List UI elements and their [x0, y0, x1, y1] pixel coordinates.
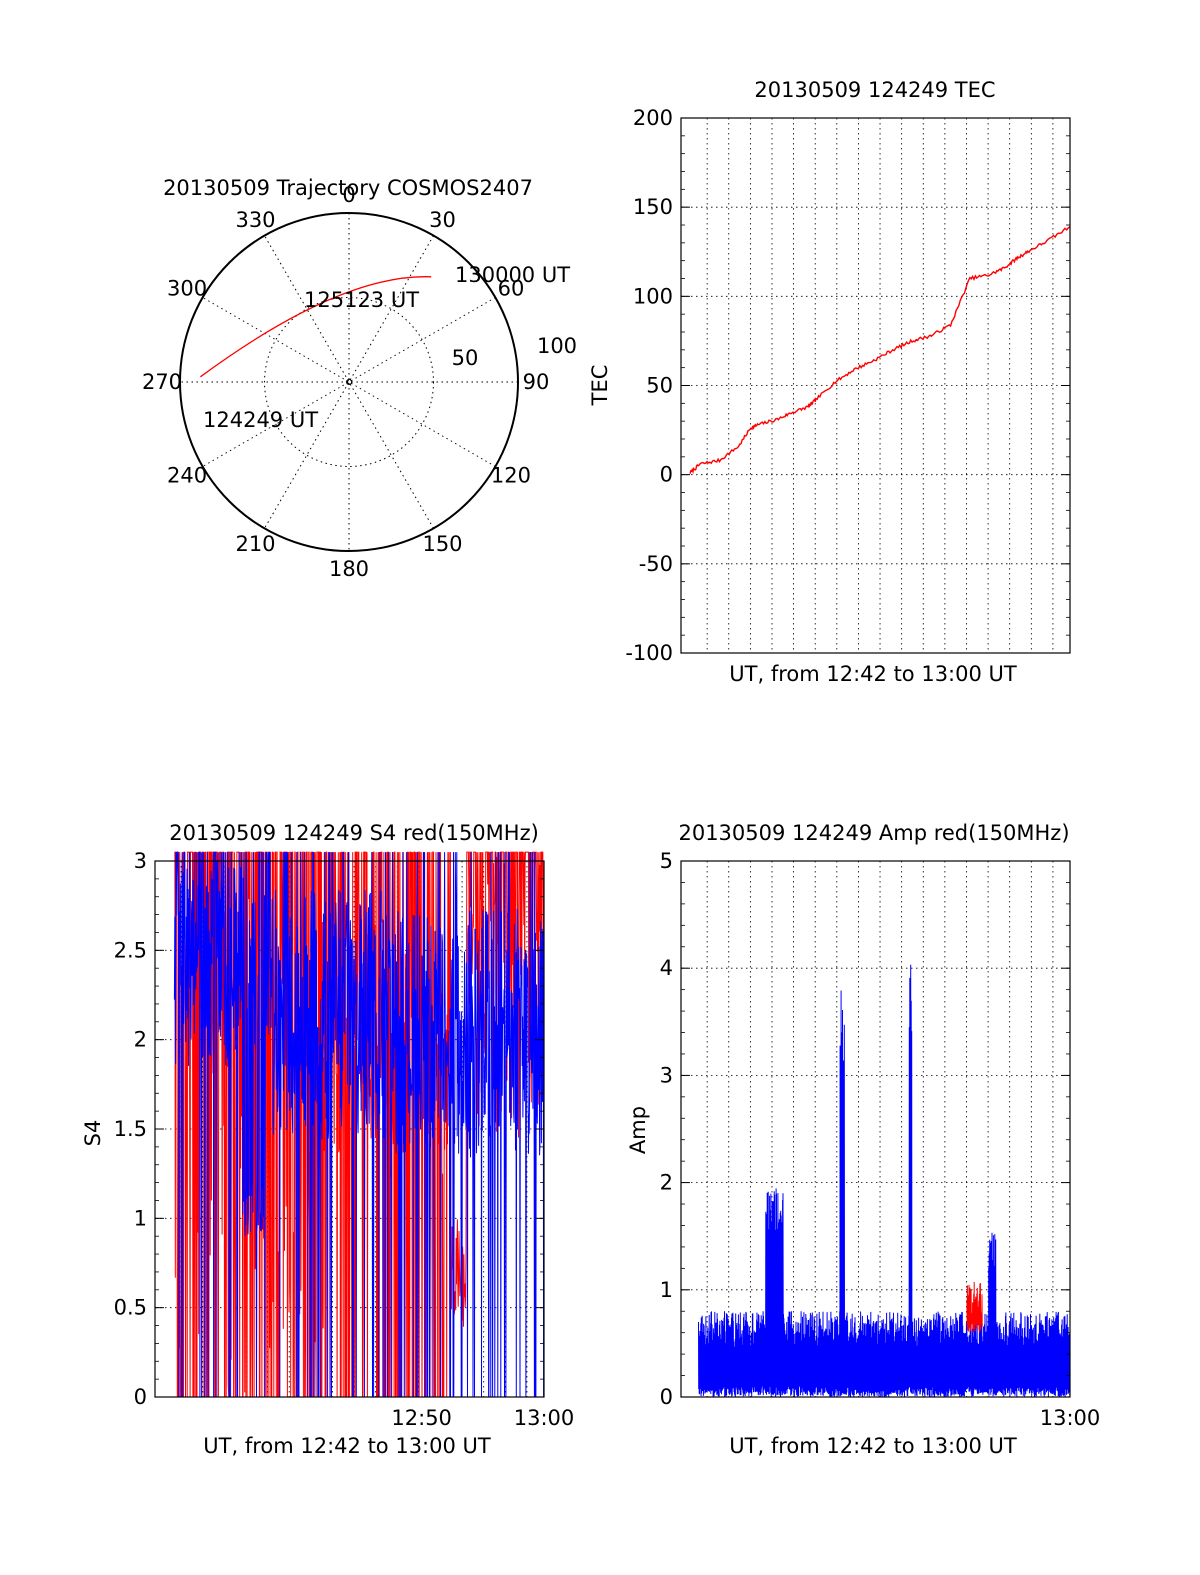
polar-spoke-150 [264, 235, 434, 529]
s4-ytick-label-4: 2 [134, 1028, 147, 1052]
polar-azimuth-label-330: 330 [235, 208, 275, 232]
polar-azimuth-label-300: 300 [167, 277, 207, 301]
polar-azimuth-label-90: 90 [523, 370, 550, 394]
s4-panel: 20130509 124249 S4 red(150MHz) 0 0.5 1 1.5 2… [81, 821, 575, 1458]
amp-plot-frame [680, 860, 1071, 1398]
polar-grid [180, 213, 518, 551]
s4-blue-line [173, 851, 545, 1398]
polar-center [346, 379, 352, 385]
tec-ytick-label-1: -50 [639, 552, 673, 576]
tec-ytick-label-6: 200 [633, 106, 673, 130]
tec-y-ticks: -100 -50 0 50 100 150 200 [625, 106, 1070, 665]
polar-azimuth-label-210: 210 [235, 532, 275, 556]
polar-azimuth-label-240: 240 [167, 464, 207, 488]
polar-spoke-30 [264, 235, 434, 529]
s4-ytick-label-5: 2.5 [114, 938, 147, 962]
polar-radial-label-50: 50 [452, 346, 479, 370]
amp-ytick-label-1: 1 [660, 1278, 673, 1302]
tec-panel: 20130509 124249 TEC -100-50050100150200 … [588, 78, 1071, 686]
amp-blue-line [698, 964, 1071, 1398]
polar-azimuth-label-60: 60 [498, 277, 525, 301]
amp-y-ticks: 0 1 2 3 4 5 [660, 849, 1070, 1409]
tec-series-line [689, 226, 1071, 475]
polar-label-mid: 125123 UT [304, 288, 419, 312]
s4-ytick-label-0: 0 [134, 1385, 147, 1409]
s4-ytick-label-3: 1.5 [114, 1117, 147, 1141]
s4-y-label: S4 [81, 1120, 105, 1147]
tec-ytick-label-3: 50 [646, 374, 673, 398]
amp-x-label: UT, from 12:42 to 13:00 UT [729, 1434, 1017, 1458]
tec-ytick-label-4: 100 [633, 284, 673, 308]
amp-ytick-label-5: 5 [660, 849, 673, 873]
polar-spoke-60 [202, 297, 496, 467]
polar-azimuth-label-120: 120 [491, 464, 531, 488]
amp-series [698, 964, 1071, 1398]
amp-ytick-label-0: 0 [660, 1385, 673, 1409]
tec-grid [681, 118, 1070, 653]
polar-ring-50 [264, 297, 434, 467]
polar-azimuth-label-0: 0 [342, 183, 355, 207]
tec-ytick-label-2: 0 [660, 463, 673, 487]
s4-y-ticks: 0 0.5 1 1.5 2 2.5 3 [114, 849, 544, 1409]
s4-series [173, 851, 545, 1398]
s4-x-label: UT, from 12:42 to 13:00 UT [203, 1434, 491, 1458]
polar-label-end: 130000 UT [455, 263, 570, 287]
tec-ytick-label-0: -100 [625, 641, 673, 665]
s4-xtick-label-1: 13:00 [514, 1406, 575, 1430]
polar-label-start: 124249 UT [203, 408, 318, 432]
amp-grid [681, 861, 1070, 1397]
polar-panel: 20130509 Trajectory COSMOS2407 0 30 60 90 12… [142, 176, 577, 581]
s4-ytick-label-2: 1 [134, 1206, 147, 1230]
tec-title: 20130509 124249 TEC [754, 78, 995, 102]
polar-outer-circle [179, 212, 519, 552]
polar-azimuth-label-150: 150 [422, 532, 462, 556]
amp-x-ticks: 12:50 13:00 [391, 1406, 1100, 1430]
polar-azimuth-labels: 0 30 60 90 120 150 180 210 240 270 300 330 [142, 183, 549, 581]
tec-ytick-label-5: 150 [633, 195, 673, 219]
tec-y-label: TEC [588, 365, 612, 407]
polar-radial-label-100: 100 [537, 334, 577, 358]
polar-title: 20130509 Trajectory COSMOS2407 [163, 176, 533, 200]
amp-title: 20130509 124249 Amp red(150MHz) [678, 821, 1069, 845]
amp-panel: 20130509 124249 Amp red(150MHz) 0 1 2 3 4 5 1… [391, 821, 1100, 1458]
polar-trajectory-line [200, 276, 432, 378]
amp-xtick-label-0: 12:50 [391, 1406, 452, 1430]
s4-plot-frame [154, 860, 545, 1398]
amp-ytick-label-2: 2 [660, 1171, 673, 1195]
polar-azimuth-label-30: 30 [429, 208, 456, 232]
s4-ytick-label-1: 0.5 [114, 1296, 147, 1320]
amp-y-label: Amp [626, 1106, 650, 1154]
tec-plot-frame [680, 117, 1071, 654]
amp-ytick-label-4: 4 [660, 956, 673, 980]
amp-red-line [966, 1281, 983, 1333]
polar-spoke-120 [202, 297, 496, 467]
amp-xtick-label-1: 13:00 [1040, 1406, 1101, 1430]
tec-x-label: UT, from 12:42 to 13:00 UT [729, 662, 1017, 686]
s4-red-line [174, 851, 545, 1398]
polar-azimuth-label-270: 270 [142, 370, 182, 394]
s4-title: 20130509 124249 S4 red(150MHz) [169, 821, 539, 845]
amp-ytick-label-3: 3 [660, 1063, 673, 1087]
s4-ytick-label-6: 3 [134, 849, 147, 873]
polar-azimuth-label-180: 180 [329, 557, 369, 581]
